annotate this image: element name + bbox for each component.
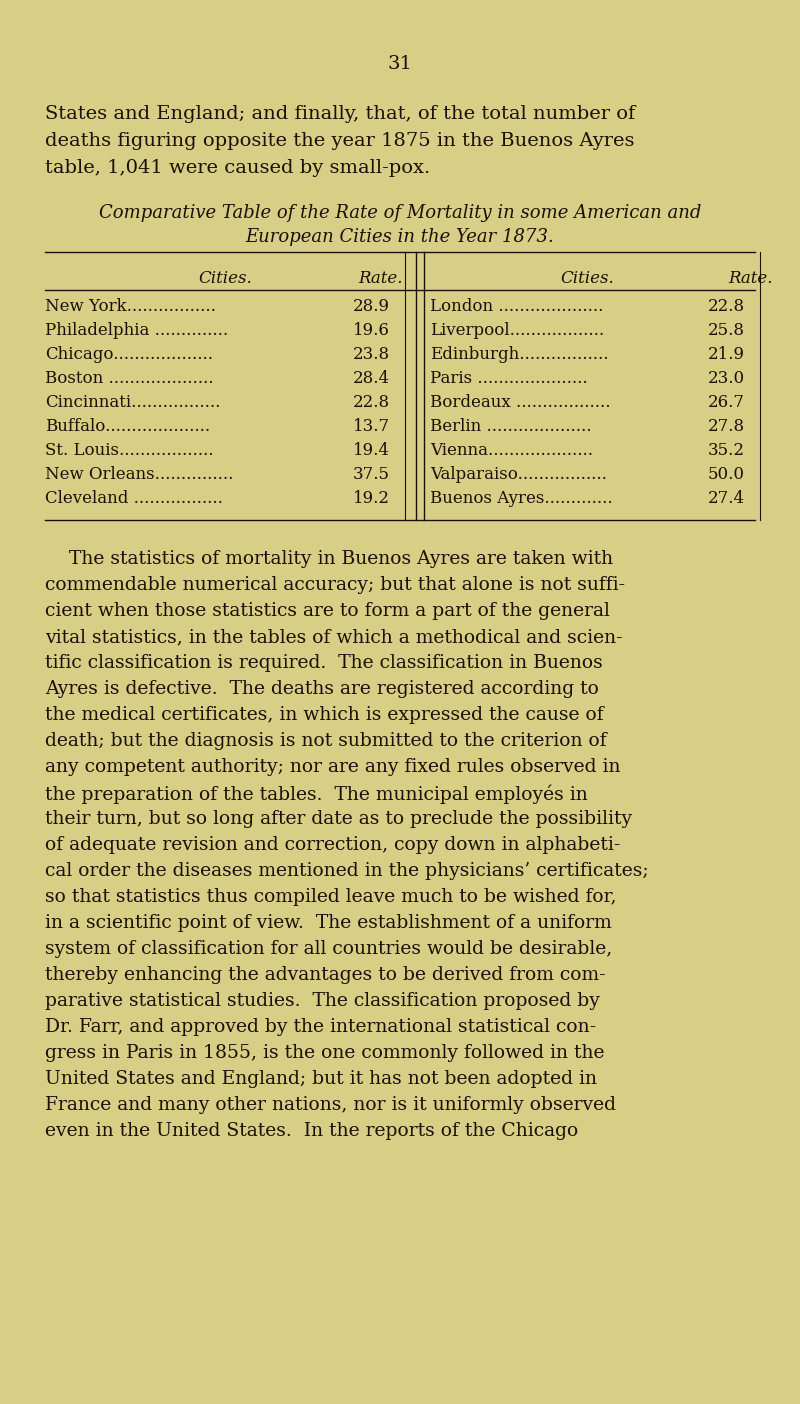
Text: 26.7: 26.7 (708, 395, 745, 411)
Text: Cincinnati.................: Cincinnati................. (45, 395, 220, 411)
Text: 21.9: 21.9 (708, 345, 745, 364)
Text: United States and England; but it has not been adopted in: United States and England; but it has no… (45, 1070, 597, 1088)
Text: their turn, but so long after date as to preclude the possibility: their turn, but so long after date as to… (45, 810, 632, 828)
Text: cient when those statistics are to form a part of the general: cient when those statistics are to form … (45, 602, 610, 621)
Text: Paris .....................: Paris ..................... (430, 371, 588, 388)
Text: France and many other nations, nor is it uniformly observed: France and many other nations, nor is it… (45, 1097, 616, 1113)
Text: The statistics of mortality in Buenos Ayres are taken with: The statistics of mortality in Buenos Ay… (45, 550, 613, 569)
Text: parative statistical studies.  The classification proposed by: parative statistical studies. The classi… (45, 993, 600, 1009)
Text: Vienna....................: Vienna.................... (430, 442, 593, 459)
Text: 28.9: 28.9 (353, 298, 390, 314)
Text: St. Louis..................: St. Louis.................. (45, 442, 214, 459)
Text: the medical certificates, in which is expressed the cause of: the medical certificates, in which is ex… (45, 706, 604, 724)
Text: Bordeaux ..................: Bordeaux .................. (430, 395, 610, 411)
Text: Philadelphia ..............: Philadelphia .............. (45, 322, 228, 338)
Text: deaths figuring opposite the year 1875 in the Buenos Ayres: deaths figuring opposite the year 1875 i… (45, 132, 634, 150)
Text: 13.7: 13.7 (353, 418, 390, 435)
Text: the preparation of the tables.  The municipal employés in: the preparation of the tables. The munic… (45, 783, 588, 803)
Text: Rate.: Rate. (358, 270, 402, 286)
Text: Buffalo....................: Buffalo.................... (45, 418, 210, 435)
Text: of adequate revision and correction, copy down in alphabeti-: of adequate revision and correction, cop… (45, 835, 620, 854)
Text: 50.0: 50.0 (708, 466, 745, 483)
Text: 37.5: 37.5 (353, 466, 390, 483)
Text: tific classification is required.  The classification in Buenos: tific classification is required. The cl… (45, 654, 602, 673)
Text: 23.8: 23.8 (353, 345, 390, 364)
Text: 27.4: 27.4 (708, 490, 745, 507)
Text: in a scientific point of view.  The establishment of a uniform: in a scientific point of view. The estab… (45, 914, 612, 932)
Text: table, 1,041 were caused by small-pox.: table, 1,041 were caused by small-pox. (45, 159, 430, 177)
Text: 19.6: 19.6 (353, 322, 390, 338)
Text: European Cities in the Year 1873.: European Cities in the Year 1873. (246, 227, 554, 246)
Text: Buenos Ayres.............: Buenos Ayres............. (430, 490, 613, 507)
Text: Rate.: Rate. (728, 270, 772, 286)
Text: Liverpool..................: Liverpool.................. (430, 322, 604, 338)
Text: Ayres is defective.  The deaths are registered according to: Ayres is defective. The deaths are regis… (45, 680, 599, 698)
Text: cal order the diseases mentioned in the physicians’ certificates;: cal order the diseases mentioned in the … (45, 862, 649, 880)
Text: any competent authority; nor are any fixed rules observed in: any competent authority; nor are any fix… (45, 758, 621, 776)
Text: New Orleans...............: New Orleans............... (45, 466, 234, 483)
Text: 19.2: 19.2 (353, 490, 390, 507)
Text: 19.4: 19.4 (353, 442, 390, 459)
Text: so that statistics thus compiled leave much to be wished for,: so that statistics thus compiled leave m… (45, 887, 617, 906)
Text: 22.8: 22.8 (708, 298, 745, 314)
Text: 25.8: 25.8 (708, 322, 745, 338)
Text: Cities.: Cities. (198, 270, 252, 286)
Text: 35.2: 35.2 (708, 442, 745, 459)
Text: States and England; and finally, that, of the total number of: States and England; and finally, that, o… (45, 105, 635, 124)
Text: Cleveland .................: Cleveland ................. (45, 490, 223, 507)
Text: even in the United States.  In the reports of the Chicago: even in the United States. In the report… (45, 1122, 578, 1140)
Text: system of classification for all countries would be desirable,: system of classification for all countri… (45, 941, 612, 958)
Text: Chicago...................: Chicago................... (45, 345, 213, 364)
Text: Valparaiso.................: Valparaiso................. (430, 466, 607, 483)
Text: 28.4: 28.4 (353, 371, 390, 388)
Text: gress in Paris in 1855, is the one commonly followed in the: gress in Paris in 1855, is the one commo… (45, 1045, 605, 1061)
Text: Dr. Farr, and approved by the international statistical con-: Dr. Farr, and approved by the internatio… (45, 1018, 596, 1036)
Text: 27.8: 27.8 (708, 418, 745, 435)
Text: thereby enhancing the advantages to be derived from com-: thereby enhancing the advantages to be d… (45, 966, 606, 984)
Text: New York.................: New York................. (45, 298, 216, 314)
Text: Cities.: Cities. (561, 270, 614, 286)
Text: 23.0: 23.0 (708, 371, 745, 388)
Text: Edinburgh.................: Edinburgh................. (430, 345, 609, 364)
Text: commendable numerical accuracy; but that alone is not suffi-: commendable numerical accuracy; but that… (45, 576, 625, 594)
Text: Berlin ....................: Berlin .................... (430, 418, 591, 435)
Text: 31: 31 (387, 55, 413, 73)
Text: vital statistics, in the tables of which a methodical and scien-: vital statistics, in the tables of which… (45, 628, 622, 646)
Text: London ....................: London .................... (430, 298, 603, 314)
Text: death; but the diagnosis is not submitted to the criterion of: death; but the diagnosis is not submitte… (45, 731, 606, 750)
Text: Comparative Table of the Rate of Mortality in some American and: Comparative Table of the Rate of Mortali… (99, 204, 701, 222)
Text: Boston ....................: Boston .................... (45, 371, 214, 388)
Text: 22.8: 22.8 (353, 395, 390, 411)
